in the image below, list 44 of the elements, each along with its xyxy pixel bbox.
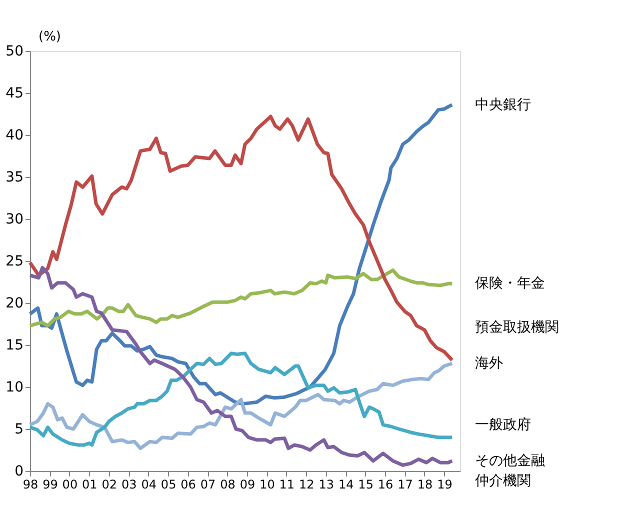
x-tick-label: 19 [437,478,452,492]
x-tick-label: 18 [417,478,433,492]
text: 預金取扱機関 [475,319,559,336]
x-tick-label: 05 [160,478,176,492]
series-label: その他金融仲介機関 [475,452,545,489]
y-axis-title: (%) [38,30,61,44]
x-tick-label: 09 [240,478,256,492]
x-tick-label: 17 [398,478,413,492]
y-tick-label: 10 [6,380,24,396]
x-tick-label: 99 [42,478,58,492]
y-tick-label: 30 [6,212,24,228]
y-tick-label: 40 [6,128,24,144]
series-label: 海外 [475,355,503,372]
y-tick-label: 5 [14,422,24,438]
x-tick-label: 14 [338,478,354,492]
x-tick-label: 07 [200,478,216,492]
line-series [28,268,454,328]
x-tick-label: 01 [82,478,98,492]
series-label: 保険・年金 [475,276,545,292]
x-tick-label: 12 [299,478,314,492]
y-tick-label: 15 [6,338,24,354]
x-tick-label: 11 [279,478,295,492]
series-label: 中央銀行 [475,96,531,113]
x-tick-label: 02 [102,478,118,492]
x-tick-label: 04 [141,478,156,492]
x-tick-label: 98 [22,478,38,492]
y-tick-label: 45 [6,86,24,102]
x-tick-label: 16 [378,478,394,492]
x-tick-label: 06 [180,478,196,492]
line-series [28,266,454,467]
y-tick-label: 0 [14,464,24,480]
line-series [28,114,454,362]
x-tick-label: 03 [121,478,137,492]
series-label: 一般政府 [475,416,531,433]
x-tick-label: 00 [62,478,78,492]
y-tick-label: 35 [6,170,24,186]
x-tick-label: 13 [318,478,334,492]
y-tick-label: 25 [6,254,24,270]
x-tick-label: 10 [260,478,275,492]
x-tick-label: 15 [358,478,374,492]
y-tick-label: 50 [6,44,24,60]
line-series [28,103,454,406]
x-tick-label: 08 [220,478,236,492]
y-tick-label: 20 [6,296,24,312]
